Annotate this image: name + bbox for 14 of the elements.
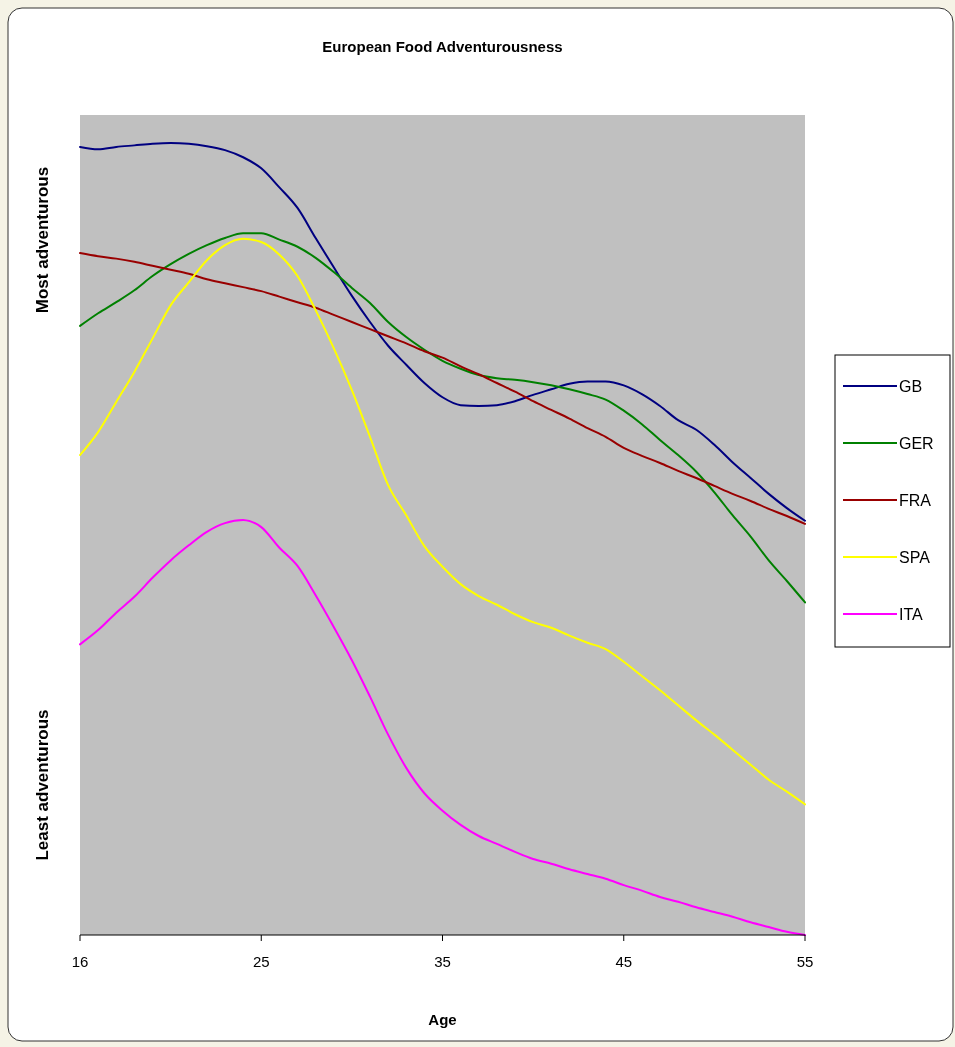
- x-tick-label: 35: [434, 953, 451, 970]
- x-tick-label: 16: [71, 953, 89, 970]
- legend-label: GB: [899, 378, 923, 395]
- chart-title: European Food Adventurousness: [322, 38, 563, 55]
- legend-label: GER: [899, 435, 934, 452]
- x-tick-label: 55: [796, 953, 814, 970]
- text: Least adventurous: [33, 709, 52, 861]
- x-axis-title: Age: [428, 1011, 457, 1028]
- x-tick-label: 45: [615, 953, 633, 970]
- legend-label: ITA: [899, 606, 924, 623]
- legend-label: FRA: [899, 492, 932, 509]
- text: Most adventurous: [33, 166, 52, 314]
- x-tick-label: 25: [252, 953, 270, 970]
- legend-label: SPA: [899, 549, 931, 566]
